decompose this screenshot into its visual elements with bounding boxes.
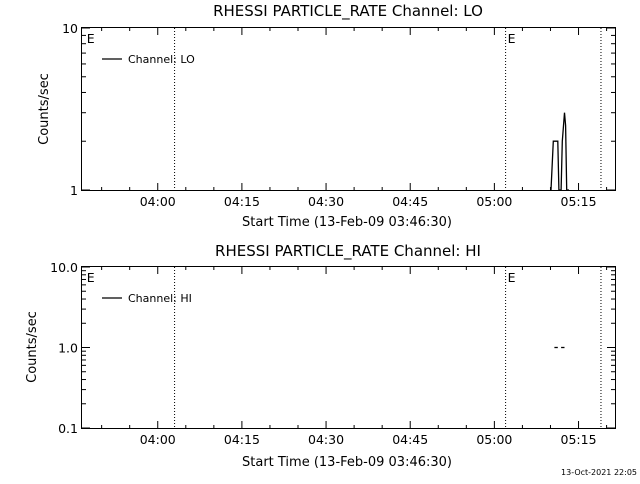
x-tick-label: 05:00 <box>476 432 512 447</box>
event-flag: E <box>508 31 516 46</box>
legend: Channel: LO <box>102 53 195 66</box>
data-series <box>550 112 569 191</box>
event-marker-lines <box>174 28 602 190</box>
y-tick-label: 0.1 <box>58 421 78 436</box>
event-flag: E <box>87 31 95 46</box>
y-tick-label: 1 <box>70 183 78 198</box>
axis-ticks: 04:00 04:15 04:30 04:45 05:00 05:15 0.1 1.0 10.0 <box>50 260 615 447</box>
x-axis-label: Start Time (13-Feb-09 03:46:30) <box>242 455 452 470</box>
footer-timestamp: 13-Oct-2021 22:05 <box>561 468 637 477</box>
y-axis-label: Counts/sec <box>25 311 40 383</box>
legend-label: Channel: HI <box>128 292 192 305</box>
x-tick-label: 05:15 <box>561 194 597 209</box>
axis-ticks: 04:00 04:15 04:30 04:45 05:00 05:15 1 10 <box>62 21 615 209</box>
x-tick-label: 04:45 <box>392 194 428 209</box>
series-line <box>550 112 569 191</box>
panel-lo: RHESSI PARTICLE_RATE Channel: LO Counts/… <box>37 2 616 230</box>
x-tick-label: 04:30 <box>308 194 344 209</box>
x-tick-label: 04:00 <box>140 432 176 447</box>
chart-title: RHESSI PARTICLE_RATE Channel: LO <box>213 2 483 21</box>
x-tick-label: 04:15 <box>224 432 260 447</box>
x-tick-label: 04:45 <box>392 432 428 447</box>
event-flag: E <box>87 270 95 285</box>
chart-title: RHESSI PARTICLE_RATE Channel: HI <box>215 242 481 261</box>
panel-hi: RHESSI PARTICLE_RATE Channel: HI Counts/… <box>25 242 616 470</box>
x-tick-label: 04:15 <box>224 194 260 209</box>
x-tick-label: 05:00 <box>476 194 512 209</box>
x-tick-label: 04:00 <box>140 194 176 209</box>
x-tick-label: 05:15 <box>561 432 597 447</box>
x-tick-label: 04:30 <box>308 432 344 447</box>
event-flag: E <box>508 270 516 285</box>
y-axis-label: Counts/sec <box>37 73 52 145</box>
legend-label: Channel: LO <box>128 53 195 66</box>
y-tick-label: 10.0 <box>50 260 78 275</box>
x-axis-label: Start Time (13-Feb-09 03:46:30) <box>242 215 452 230</box>
y-tick-label: 10 <box>62 21 78 36</box>
legend: Channel: HI <box>102 292 192 305</box>
plot-area-frame <box>81 27 616 191</box>
plot-area-frame <box>81 266 616 429</box>
y-tick-label: 1.0 <box>58 341 78 356</box>
